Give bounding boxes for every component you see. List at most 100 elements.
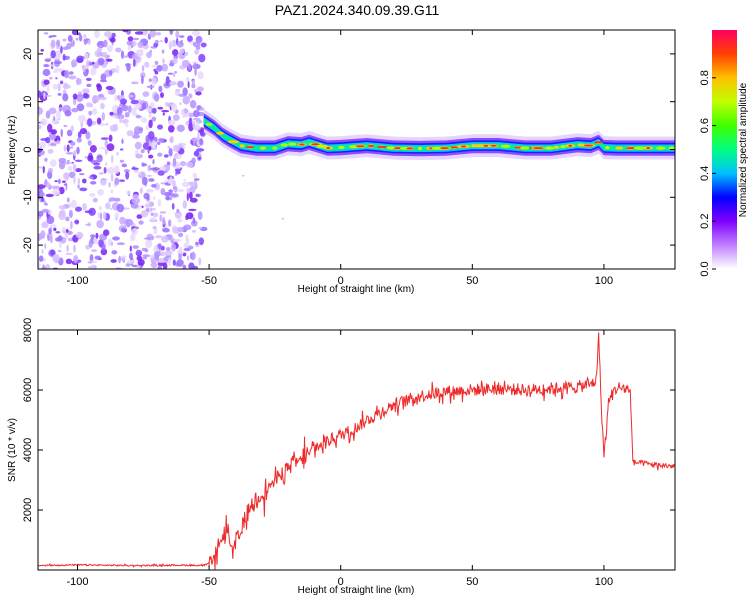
noise-blob <box>119 116 122 124</box>
noise-blob <box>144 61 150 68</box>
noise-blob <box>116 152 119 156</box>
noise-blob <box>60 128 63 138</box>
noise-blob <box>135 115 142 119</box>
noise-blob <box>47 234 50 242</box>
noise-blob <box>196 39 202 42</box>
noise-blob <box>70 125 74 132</box>
noise-blob <box>38 90 42 98</box>
noise-blob <box>116 107 123 115</box>
noise-blob <box>107 89 116 95</box>
noise-blob <box>172 144 181 152</box>
noise-blob <box>55 110 61 119</box>
noise-blob <box>92 62 100 69</box>
noise-blob <box>176 259 184 267</box>
noise-blob <box>151 184 157 188</box>
noise-blob <box>162 216 166 225</box>
noise-blob <box>94 49 102 58</box>
noise-blob <box>62 38 67 42</box>
noise-blob <box>99 96 107 100</box>
noise-blob <box>45 94 52 97</box>
noise-blob <box>76 103 85 112</box>
y-tick-label: -10 <box>22 189 34 205</box>
noise-blob <box>79 187 88 192</box>
noise-blob <box>181 181 190 187</box>
noise-blob <box>42 166 45 174</box>
noise-blob <box>177 226 185 233</box>
noise-blob <box>65 216 70 222</box>
noise-blob <box>169 30 174 35</box>
y-tick-label: 2000 <box>22 498 34 522</box>
noise-blob <box>142 102 146 110</box>
noise-blob <box>58 157 67 164</box>
noise-blob <box>159 257 164 263</box>
noise-blob <box>197 71 204 80</box>
ridge-peak-core <box>490 144 497 147</box>
noise-blob <box>174 168 182 172</box>
noise-blob <box>130 233 136 242</box>
noise-blob <box>55 50 61 58</box>
noise-blob <box>74 220 80 224</box>
ridge-peak-core <box>311 143 320 146</box>
noise-blob <box>109 70 113 76</box>
noise-blob <box>191 157 196 164</box>
noise-blob <box>168 189 174 192</box>
noise-blob <box>68 209 73 219</box>
noise-blob <box>46 85 50 93</box>
noise-blob <box>140 149 145 154</box>
noise-blob <box>141 117 147 123</box>
noise-blob <box>55 77 58 80</box>
noise-blob <box>126 130 134 137</box>
x-tick-label: -50 <box>201 275 217 287</box>
noise-blob <box>110 115 119 118</box>
noise-blob <box>90 264 97 269</box>
noise-blob <box>146 174 153 177</box>
colorbar-ticks: 0.0 0.2 0.4 0.6 0.8 <box>699 70 716 277</box>
noise-blob <box>120 148 124 151</box>
noise-blob <box>111 250 118 255</box>
noise-blob <box>129 252 133 260</box>
noise-blob <box>154 39 159 44</box>
noise-blob <box>99 172 104 175</box>
noise-blob <box>109 37 116 43</box>
noise-blob <box>121 163 128 168</box>
noise-blob <box>87 261 93 264</box>
colorbar-tick-label: 0.2 <box>699 214 711 229</box>
noise-blob <box>185 212 194 220</box>
noise-blob <box>178 35 185 38</box>
noise-blob <box>82 88 90 94</box>
noise-blob <box>85 77 92 81</box>
noise-blob <box>148 154 154 159</box>
noise-blob <box>96 117 102 125</box>
noise-blob <box>111 154 114 164</box>
noise-blob <box>142 163 147 167</box>
noise-blob <box>194 89 197 92</box>
noise-blob <box>110 124 117 132</box>
noise-blob <box>115 65 120 74</box>
x-tick-label: 100 <box>595 275 613 287</box>
noise-blob <box>191 79 195 86</box>
noise-blob <box>133 166 139 173</box>
noise-blob <box>62 46 69 51</box>
noise-blob <box>171 39 177 47</box>
noise-blob <box>160 188 166 196</box>
noise-blob <box>82 92 89 99</box>
noise-blob <box>174 71 178 74</box>
ridge-peak-core <box>625 147 636 150</box>
noise-blob <box>195 91 202 96</box>
spectrogram-marks <box>38 30 675 269</box>
noise-blob <box>109 207 113 210</box>
noise-blob <box>157 265 162 269</box>
noise-blob <box>122 30 129 33</box>
noise-blob <box>75 206 82 212</box>
y-tick-label: 4000 <box>22 438 34 462</box>
noise-blob <box>62 93 69 102</box>
noise-blob <box>132 59 136 67</box>
noise-blob <box>183 142 186 150</box>
noise-blob <box>155 32 162 36</box>
x-tick-label: 50 <box>466 576 478 588</box>
noise-blob <box>89 254 94 263</box>
noise-blob <box>168 147 173 157</box>
noise-blob <box>169 62 175 67</box>
noise-blob <box>152 226 157 229</box>
